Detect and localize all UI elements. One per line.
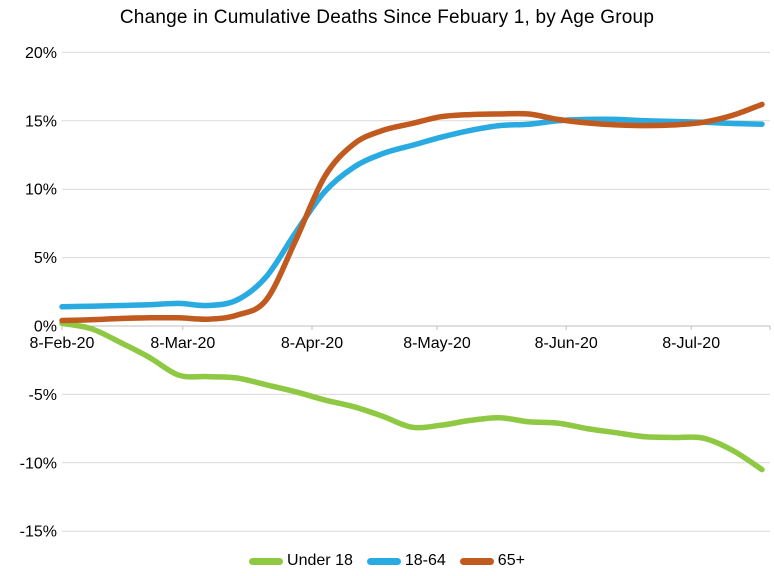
y-axis-tick-label: 15% bbox=[25, 113, 57, 130]
x-axis-tick-label: 8-Jul-20 bbox=[662, 335, 720, 352]
legend-swatch-icon bbox=[459, 557, 494, 565]
x-axis-tick-label: 8-Apr-20 bbox=[281, 335, 343, 352]
legend-swatch-icon bbox=[249, 557, 284, 565]
y-axis-tick-label: -10% bbox=[20, 455, 57, 472]
x-axis-tick-label: 8-May-20 bbox=[403, 335, 471, 352]
x-axis-tick-label: 8-Feb-20 bbox=[30, 335, 95, 352]
legend-item: 18-64 bbox=[366, 552, 446, 570]
x-axis-tick-label: 8-Jun-20 bbox=[535, 335, 598, 352]
y-axis-tick-label: -15% bbox=[20, 524, 57, 541]
legend-item: 65+ bbox=[459, 552, 525, 570]
y-axis-tick-label: 0% bbox=[34, 319, 57, 336]
series-line-under-18 bbox=[59, 320, 765, 473]
y-axis-tick-label: 10% bbox=[25, 182, 57, 199]
y-axis-tick-label: -5% bbox=[29, 387, 57, 404]
series-line-65- bbox=[59, 101, 765, 324]
legend-item: Under 18 bbox=[249, 552, 353, 570]
chart-title: Change in Cumulative Deaths Since Febuar… bbox=[119, 7, 655, 28]
y-axis-tick-label: 20% bbox=[25, 45, 57, 62]
y-axis-tick-label: 5% bbox=[34, 250, 57, 267]
legend-label: 18-64 bbox=[404, 552, 446, 569]
series-line-18-64 bbox=[59, 116, 765, 310]
legend-label: Under 18 bbox=[287, 552, 353, 569]
legend-swatch-icon bbox=[366, 557, 401, 565]
x-axis-tick-label: 8-Mar-20 bbox=[150, 335, 215, 352]
chart-legend: Under 18 18-64 65+ bbox=[0, 552, 774, 570]
legend-label: 65+ bbox=[497, 552, 525, 569]
